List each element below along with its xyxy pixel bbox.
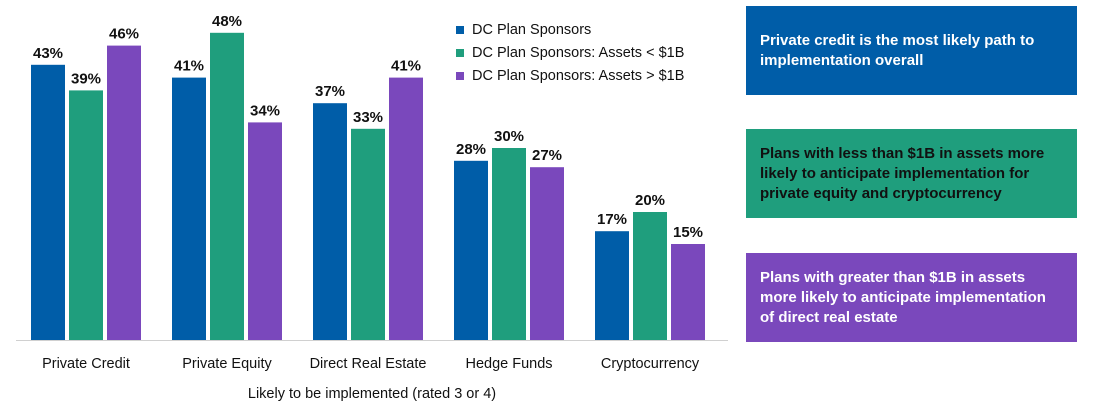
category-label: Direct Real Estate: [310, 356, 427, 372]
data-label: 27%: [532, 147, 562, 164]
bar: [671, 244, 705, 340]
data-label: 17%: [597, 211, 627, 228]
callout-box: Plans with greater than $1B in assets mo…: [746, 253, 1077, 342]
bar: [172, 77, 206, 340]
category-label: Private Credit: [42, 356, 130, 372]
data-label: 30%: [494, 128, 524, 145]
legend-label: DC Plan Sponsors: Assets < $1B: [472, 44, 685, 61]
bar: [389, 77, 423, 340]
callout-text: Plans with greater than $1B in assets mo…: [760, 268, 1046, 326]
legend-item: DC Plan Sponsors: [456, 18, 684, 41]
data-label: 41%: [174, 58, 204, 75]
bar: [210, 32, 244, 341]
data-label: 39%: [71, 70, 101, 87]
category-label: Cryptocurrency: [601, 356, 700, 372]
legend-swatch-1: [456, 48, 464, 57]
bar: [69, 90, 103, 341]
bar: [31, 64, 65, 341]
bar: [107, 45, 141, 340]
data-label: 41%: [391, 58, 421, 75]
data-label: 20%: [635, 192, 665, 209]
legend-item: DC Plan Sponsors: Assets > $1B: [456, 64, 684, 87]
legend-label: DC Plan Sponsors: [472, 21, 592, 38]
x-axis-title: Likely to be implemented (rated 3 or 4): [248, 386, 496, 402]
legend-swatch-0: [456, 25, 464, 34]
category-label: Hedge Funds: [465, 356, 552, 372]
data-label: 15%: [673, 224, 703, 241]
bar: [492, 148, 526, 340]
data-label: 28%: [456, 141, 486, 158]
bar: [313, 103, 347, 340]
callout-box: Private credit is the most likely path t…: [746, 6, 1077, 95]
legend-item: DC Plan Sponsors: Assets < $1B: [456, 41, 684, 64]
bar: [595, 231, 629, 340]
bar: [530, 167, 564, 340]
category-label: Private Equity: [182, 356, 272, 372]
callout-text: Private credit is the most likely path t…: [760, 31, 1035, 69]
legend-swatch-2: [456, 71, 464, 80]
data-label: 34%: [250, 102, 280, 119]
bar: [633, 212, 667, 340]
bar-chart: 43% 39% 46% Private Credit 41% 48% 34% Private …: [16, 13, 728, 402]
callout-text: Plans with less than $1B in assets more …: [760, 144, 1045, 202]
legend: DC Plan Sponsors DC Plan Sponsors: Asset…: [456, 18, 684, 87]
legend-label: DC Plan Sponsors: Assets > $1B: [472, 67, 685, 84]
data-label: 33%: [353, 109, 383, 126]
bar: [248, 122, 282, 341]
data-label: 37%: [315, 83, 345, 100]
data-label: 48%: [212, 13, 242, 30]
bar: [351, 128, 385, 340]
callout-box: Plans with less than $1B in assets more …: [746, 129, 1077, 218]
bar: [454, 160, 488, 340]
data-label: 43%: [33, 45, 63, 62]
data-label: 46%: [109, 26, 139, 43]
